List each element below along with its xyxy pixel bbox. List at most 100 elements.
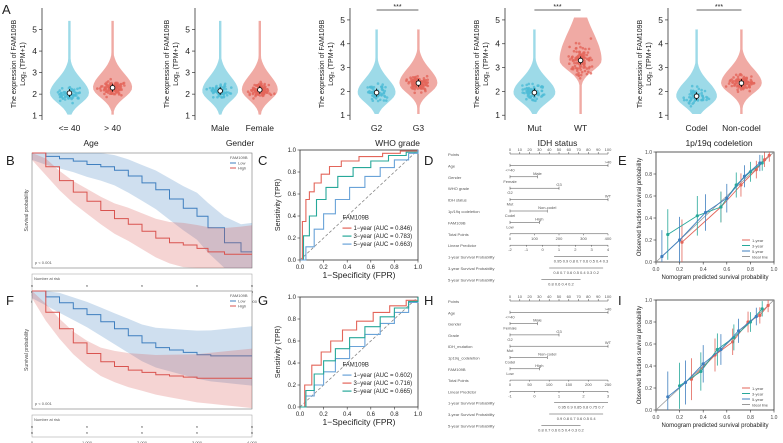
data-point xyxy=(583,51,586,54)
data-point xyxy=(577,71,580,75)
x-tick-label: 0.4 xyxy=(700,267,707,273)
data-point xyxy=(378,98,382,102)
data-point xyxy=(76,91,79,95)
risk-count-high: n xyxy=(86,430,88,435)
data-point xyxy=(260,82,263,85)
x-tick-label: 0.4 xyxy=(343,265,352,271)
roc-curve xyxy=(300,150,419,261)
y-axis-label: Survival probability xyxy=(24,189,30,231)
y-tick-label: 3 xyxy=(340,63,345,73)
y-tick-label: 4 xyxy=(340,39,345,49)
data-point xyxy=(573,61,576,65)
risk-table-title: Number at risk xyxy=(34,417,60,422)
data-point xyxy=(688,93,691,96)
data-point xyxy=(525,83,528,87)
data-point xyxy=(215,90,218,94)
data-point xyxy=(587,70,590,74)
nomogram-tick-label: -1 xyxy=(525,247,529,252)
x-tick-label: 1,000 xyxy=(82,440,93,443)
data-point xyxy=(529,95,533,98)
nomogram-row-label: Age xyxy=(448,310,456,315)
risk-count-low: n xyxy=(31,424,33,429)
risk-count-low: n xyxy=(141,283,143,288)
data-point xyxy=(71,89,75,92)
data-point xyxy=(263,86,267,90)
data-point xyxy=(581,46,585,50)
data-point xyxy=(370,86,374,90)
violin-body xyxy=(241,20,278,115)
confidence-band xyxy=(32,153,252,268)
legend-label: 3-year xyxy=(752,392,764,397)
data-point xyxy=(413,76,416,79)
risk-count-high: n xyxy=(141,430,143,435)
data-point xyxy=(535,97,539,101)
points-tick-label: 60 xyxy=(567,294,572,299)
reference-diagonal xyxy=(299,149,419,261)
points-tick-label: 40 xyxy=(547,294,552,299)
data-point xyxy=(407,80,411,84)
data-point xyxy=(424,89,427,93)
data-point xyxy=(211,87,215,90)
data-point xyxy=(750,75,753,78)
nomogram-row-label: Total Points xyxy=(448,232,469,237)
data-point xyxy=(703,89,707,93)
data-point xyxy=(382,91,386,95)
legend-label: 1−year (AUC = 0.602) xyxy=(353,373,412,379)
nomogram-d: Points Age Gender WHO grade IDH status 1p/19q… xyxy=(448,147,612,286)
legend-label: 5-year xyxy=(752,397,764,402)
nomogram-row-label: Points xyxy=(448,152,459,157)
data-point xyxy=(376,99,380,103)
data-point xyxy=(705,98,708,102)
survival-tick-labels: 0.8 0.7 0.6 0.5 0.4 0.3 0.2 xyxy=(538,427,584,432)
nomogram-tick-label: 250 xyxy=(605,382,612,387)
panel-label-h: H xyxy=(424,293,433,308)
survival-tick-labels: 0.95 0.9 0.8 0.7 0.6 0.5 0.4 0.3 xyxy=(554,259,609,264)
data-point xyxy=(590,65,594,68)
data-point xyxy=(123,84,126,87)
x-tick-label: 2,000 xyxy=(137,440,148,443)
y-axis-label-2: Log₂ (TPM+1) xyxy=(646,42,653,86)
y-tick-label: 3 xyxy=(658,63,663,73)
data-point xyxy=(60,87,64,90)
nomogram-tick-label: 100 xyxy=(531,236,538,241)
data-point xyxy=(682,96,685,99)
data-point xyxy=(534,99,537,103)
roc-curve xyxy=(300,297,419,408)
data-point xyxy=(589,72,593,75)
data-point xyxy=(572,49,576,53)
violin-body xyxy=(676,29,717,114)
y-tick-label: 5 xyxy=(340,15,345,25)
data-point xyxy=(418,78,421,81)
data-point xyxy=(734,73,738,77)
data-point xyxy=(689,105,693,108)
y-tick-label: 4 xyxy=(495,39,500,49)
data-point xyxy=(575,50,578,54)
y-tick-label: 0.2 xyxy=(645,386,652,392)
nomogram-tick-label: 0 xyxy=(509,382,512,387)
y-tick-label: 0.4 xyxy=(288,361,297,367)
violin-chart-5: 1 2 3 4 5 The expression of FAM109B Log₂ (TPM+… xyxy=(637,4,762,148)
x-axis-label: 1p/19q codeletion xyxy=(685,138,752,148)
nomogram-level-label: Male xyxy=(533,318,542,323)
data-point xyxy=(98,87,102,90)
nomogram-row-label: Grade xyxy=(448,333,460,338)
data-point xyxy=(690,84,694,88)
y-tick-label: 1 xyxy=(32,111,37,121)
nomogram-tick-label: 100 xyxy=(546,382,553,387)
y-tick-label: 0.8 xyxy=(288,317,297,323)
x-tick-label: > 40 xyxy=(104,123,121,133)
data-point xyxy=(208,86,212,90)
data-point xyxy=(119,83,122,86)
data-point xyxy=(733,83,737,86)
nomogram-row-label: Gender xyxy=(448,322,462,327)
nomogram-tick-label: -1 xyxy=(508,393,512,398)
points-tick-label: 90 xyxy=(596,147,601,152)
y-axis-label: Observed fraction survival probability xyxy=(637,158,643,256)
data-point xyxy=(735,85,739,88)
points-tick-label: 100 xyxy=(605,294,612,299)
x-tick-label: 4,000 xyxy=(247,440,258,443)
data-point xyxy=(104,87,107,91)
legend-label: High xyxy=(238,304,246,309)
x-axis-label: 1−Specificity (FPR) xyxy=(323,417,396,427)
data-point xyxy=(104,82,107,86)
